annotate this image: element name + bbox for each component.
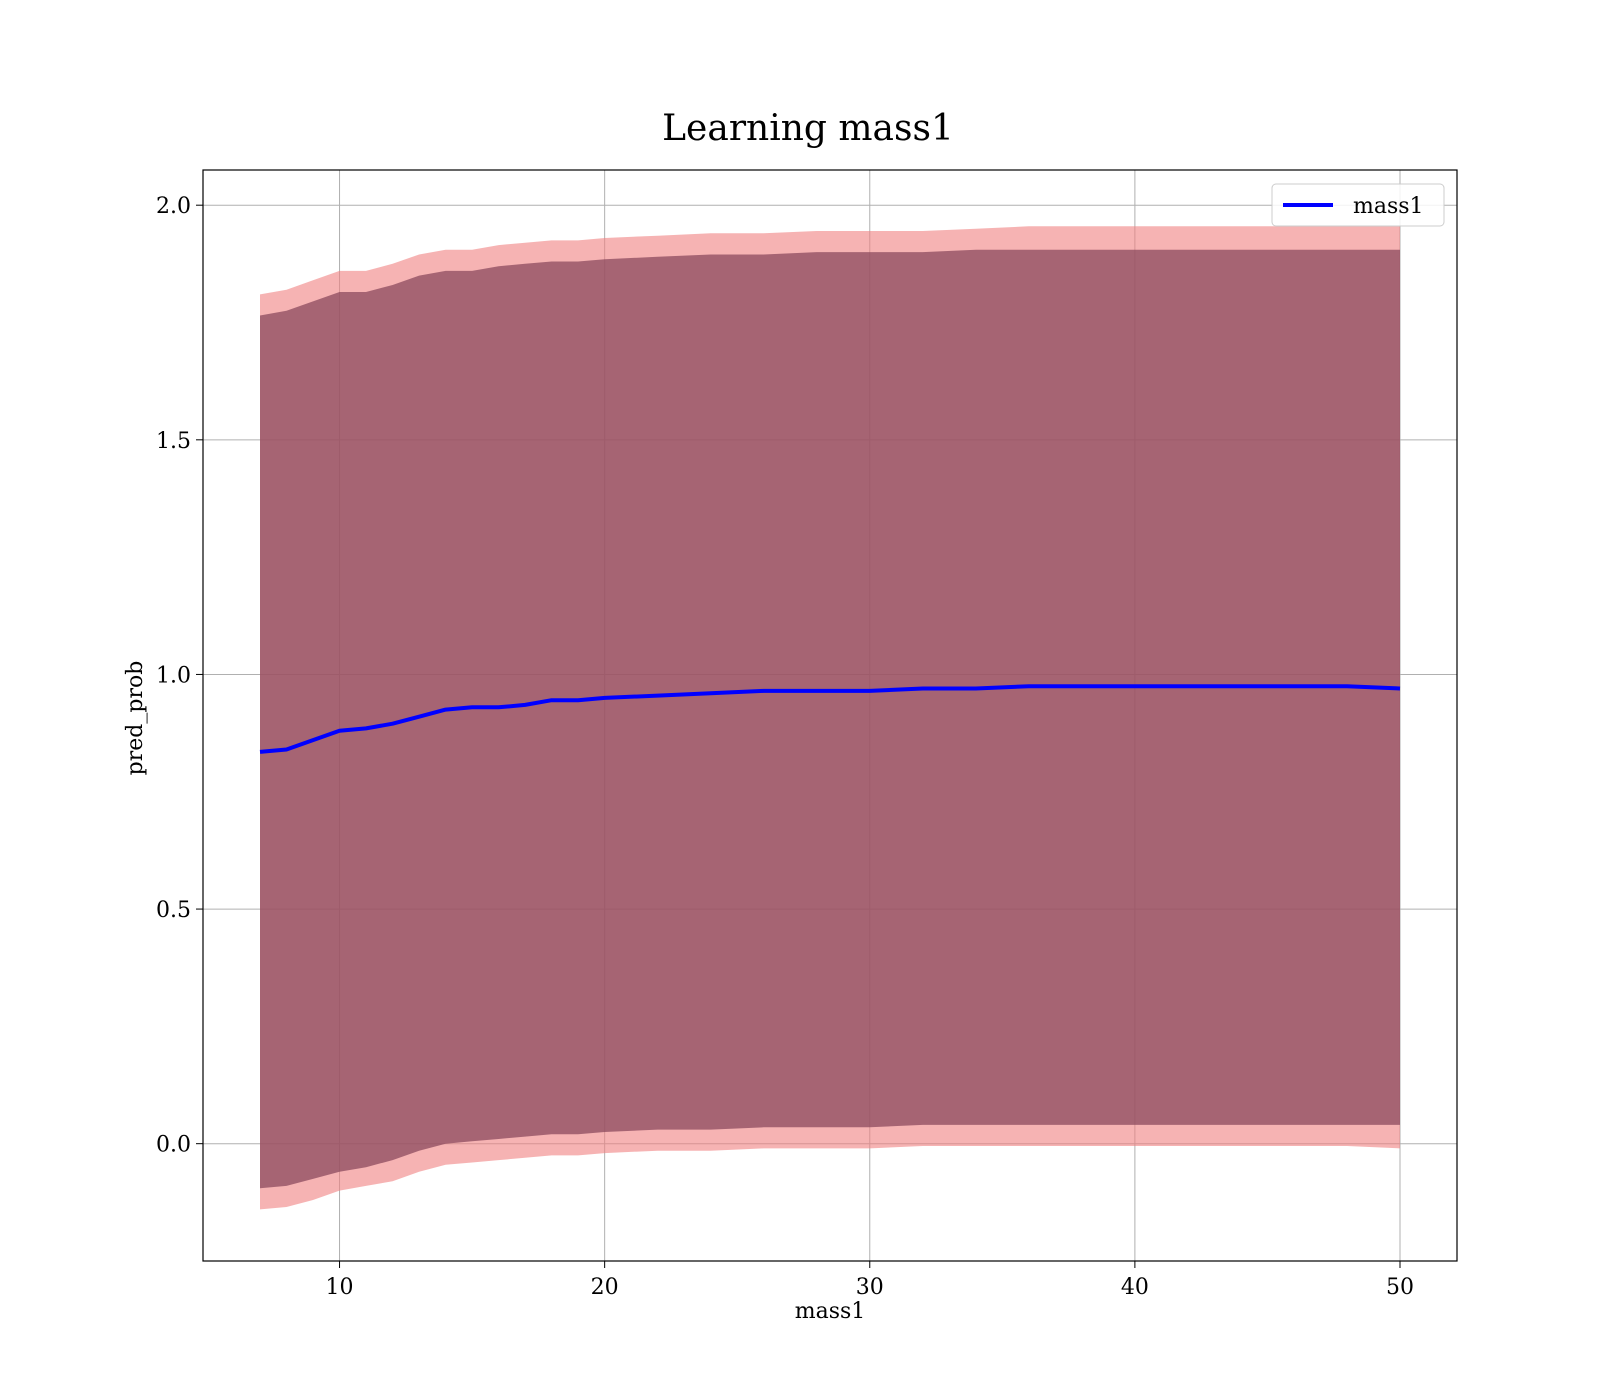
plot-frame — [202, 169, 1458, 1262]
band-layer — [260, 226, 1400, 1210]
x-tick-label: 20 — [591, 1275, 619, 1300]
y-tick-label: 1.5 — [156, 429, 191, 454]
y-tick-label: 0.0 — [156, 1133, 191, 1158]
x-axis-label: mass1 — [795, 1299, 866, 1324]
x-tick-label: 10 — [326, 1275, 354, 1300]
y-tick-label: 1.0 — [156, 663, 191, 688]
y-axis-ticks: 0.0 0.5 1.0 1.5 2.0 — [156, 194, 203, 1158]
x-tick-label: 30 — [856, 1275, 884, 1300]
line-layer — [259, 684, 1401, 754]
confidence-band-1 — [260, 249, 1400, 1189]
x-tick-label: 40 — [1121, 1275, 1149, 1300]
series-line-mass1 — [259, 684, 1401, 754]
legend: mass1 — [1271, 183, 1445, 227]
y-axis-label: pred_prob — [123, 661, 148, 776]
legend-box — [1271, 183, 1445, 227]
chart-title: Learning mass1 — [662, 108, 954, 149]
x-axis-ticks: 10 20 30 40 50 — [326, 1261, 1414, 1300]
y-tick-label: 0.5 — [156, 898, 191, 923]
x-tick-label: 50 — [1386, 1275, 1414, 1300]
y-tick-label: 2.0 — [156, 194, 191, 219]
legend-label-mass1: mass1 — [1353, 194, 1424, 219]
